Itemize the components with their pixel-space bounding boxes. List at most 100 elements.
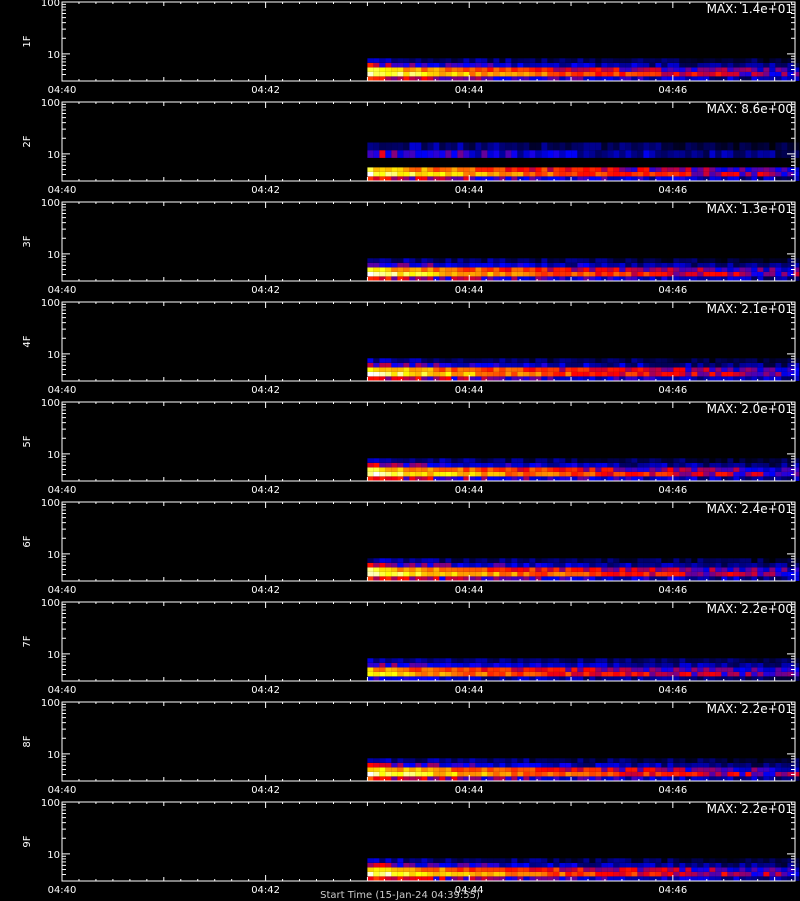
heatmap-cell [739, 176, 746, 181]
heatmap-cell [553, 458, 560, 463]
heatmap-cell [517, 671, 524, 677]
heatmap-cell [403, 76, 410, 81]
heatmap-cell [685, 142, 692, 151]
heatmap-cell [763, 176, 770, 181]
heatmap-cell [697, 467, 704, 472]
heatmap-cell [493, 767, 500, 772]
heatmap-cell [661, 371, 668, 377]
heatmap-cell [757, 762, 764, 768]
heatmap-cell [769, 562, 776, 568]
heatmap-cell [709, 271, 716, 277]
heatmap-cell [691, 658, 698, 663]
heatmap-cell [619, 576, 626, 581]
x-axis: 04:40 04:42 04:44 04:46 [48, 802, 793, 896]
heatmap-cell [595, 758, 602, 763]
heatmap-cell [493, 67, 500, 72]
heatmap-cell [655, 876, 662, 881]
heatmap-cell [493, 771, 500, 777]
heatmap-cell [619, 776, 626, 781]
heatmap-cell [391, 362, 398, 368]
heatmap-cell [763, 667, 770, 672]
heatmap-cell [367, 771, 374, 777]
plot-frame [61, 601, 796, 682]
heatmap-cell [589, 476, 596, 481]
heatmap-cell [625, 867, 632, 872]
heatmap-cell [685, 667, 692, 672]
heatmap-cell [667, 142, 674, 151]
heatmap-cell [493, 171, 500, 177]
heatmap-cell [757, 262, 764, 268]
heatmap-cell [427, 867, 434, 872]
heatmap-cell [559, 676, 566, 681]
heatmap-cell [451, 62, 458, 68]
heatmap-cell [751, 871, 758, 877]
heatmap-cell [589, 571, 596, 577]
heatmap-cell [613, 358, 620, 363]
heatmap-cell [751, 271, 758, 277]
heatmap-cell [637, 867, 644, 872]
heatmap-cell [463, 862, 470, 868]
heatmap-cell [439, 762, 446, 768]
heatmap-cell [577, 558, 584, 563]
heatmap-cell [415, 371, 422, 377]
heatmap-cell [643, 76, 650, 81]
heatmap-cell [385, 58, 392, 63]
heatmap-cell [595, 858, 602, 863]
heatmap-cell [721, 576, 728, 581]
heatmap-cell [583, 371, 590, 377]
heatmap-cell [523, 462, 530, 468]
heatmap-cell [697, 476, 704, 481]
heatmap-cell [631, 667, 638, 672]
heatmap-cell [451, 171, 458, 177]
heatmap-cell [541, 771, 548, 777]
heatmap-cell [415, 567, 422, 572]
heatmap-cell [415, 676, 422, 681]
heatmap-cell [709, 258, 716, 263]
heatmap-cell [385, 562, 392, 568]
heatmap-cell [673, 667, 680, 672]
heatmap-cell [661, 267, 668, 272]
heatmap-cell [715, 858, 722, 863]
heatmap-cell [739, 462, 746, 468]
heatmap-cell [553, 662, 560, 668]
heatmap-cell [433, 858, 440, 863]
heatmap-cells [367, 558, 800, 581]
heatmap-cell [655, 762, 662, 768]
heatmap-cell [367, 458, 374, 463]
heatmap-cell [463, 367, 470, 372]
heatmap-cell [595, 576, 602, 581]
heatmap-cell [655, 150, 662, 158]
heatmap-cell [445, 362, 452, 368]
heatmap-cell [691, 258, 698, 263]
heatmap-cell [499, 862, 506, 868]
heatmap-cell [601, 562, 608, 568]
heatmap-cell [727, 776, 734, 781]
heatmap-cell [727, 867, 734, 872]
heatmap-cell [601, 167, 608, 172]
heatmap-cell [541, 76, 548, 81]
heatmap-cell [625, 271, 632, 277]
heatmap-cell [463, 271, 470, 277]
heatmap-cell [457, 267, 464, 272]
heatmap-cell [439, 862, 446, 868]
heatmap-cell [793, 876, 800, 881]
heatmap-cell [763, 462, 770, 468]
heatmap-cell [535, 467, 542, 472]
heatmap-cell [679, 862, 686, 868]
heatmap-cell [529, 150, 536, 158]
heatmap-cell [403, 458, 410, 463]
heatmap-cell [763, 267, 770, 272]
heatmap-cell [409, 458, 416, 463]
heatmap-cell [703, 767, 710, 772]
heatmap-cell [565, 562, 572, 568]
x-tick-label: 04:46 [658, 185, 687, 196]
heatmap-cell [385, 76, 392, 81]
heatmap-cells [367, 258, 800, 281]
heatmap-cell [607, 67, 614, 72]
heatmap-cell [475, 671, 482, 677]
heatmap-cell [697, 171, 704, 177]
heatmap-cell [427, 862, 434, 868]
heatmap-cell [571, 667, 578, 672]
heatmap-cell [679, 858, 686, 863]
heatmap-cell [721, 171, 728, 177]
